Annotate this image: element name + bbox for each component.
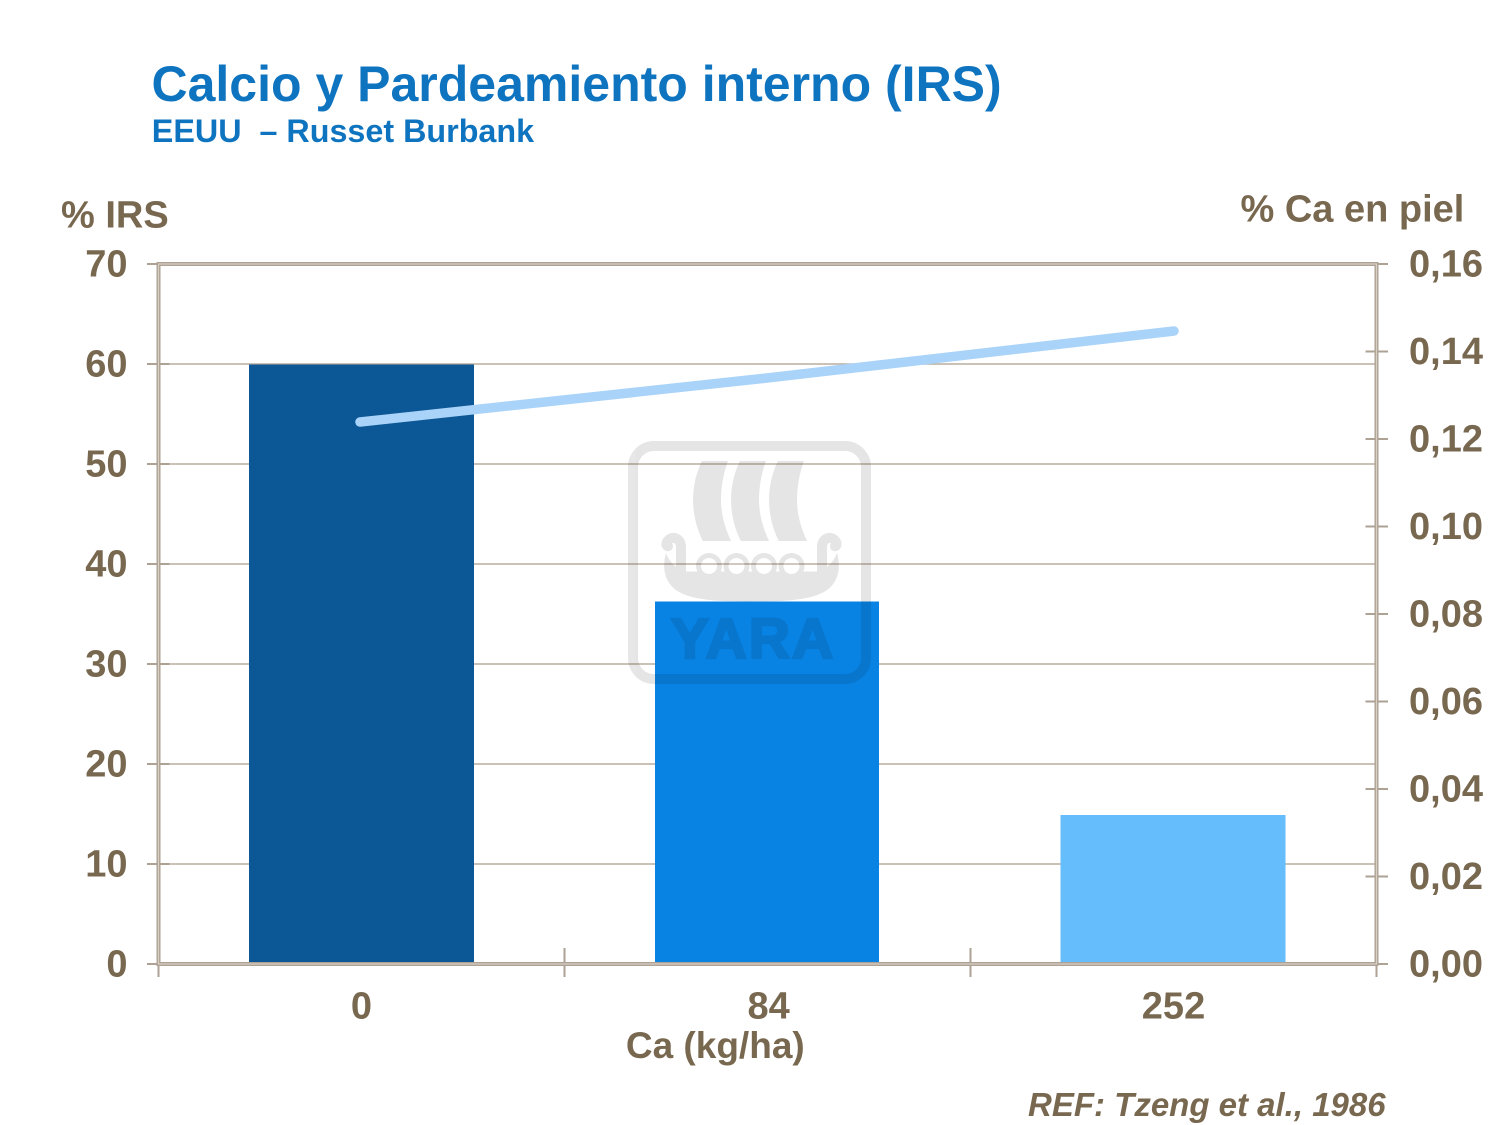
svg-text:REF: Tzeng et al., 1986: REF: Tzeng et al., 1986 bbox=[1028, 1086, 1386, 1123]
svg-text:0,08: 0,08 bbox=[1409, 594, 1483, 636]
svg-text:YARA: YARA bbox=[671, 607, 835, 671]
svg-text:0: 0 bbox=[351, 986, 372, 1028]
svg-text:252: 252 bbox=[1142, 986, 1205, 1028]
svg-text:0,16: 0,16 bbox=[1409, 244, 1483, 286]
svg-text:EEUU – Russet Burbank: EEUU – Russet Burbank bbox=[152, 113, 534, 149]
svg-text:30: 30 bbox=[85, 644, 127, 686]
svg-text:Calcio y Pardeamiento interno: Calcio y Pardeamiento interno (IRS) bbox=[152, 56, 1002, 112]
svg-text:40: 40 bbox=[85, 544, 127, 586]
svg-text:10: 10 bbox=[85, 844, 127, 886]
svg-text:0: 0 bbox=[106, 944, 127, 986]
svg-text:84: 84 bbox=[748, 986, 790, 1028]
svg-text:20: 20 bbox=[85, 744, 127, 786]
svg-text:0,02: 0,02 bbox=[1409, 856, 1483, 898]
svg-text:% Ca en piel: % Ca en piel bbox=[1241, 189, 1465, 231]
svg-text:0,04: 0,04 bbox=[1409, 769, 1483, 811]
svg-text:Ca (kg/ha): Ca (kg/ha) bbox=[626, 1025, 805, 1066]
svg-text:% IRS: % IRS bbox=[61, 195, 169, 237]
svg-text:0,14: 0,14 bbox=[1409, 331, 1483, 373]
svg-text:0,10: 0,10 bbox=[1409, 506, 1483, 548]
svg-text:0,06: 0,06 bbox=[1409, 681, 1483, 723]
svg-text:50: 50 bbox=[85, 444, 127, 486]
svg-text:60: 60 bbox=[85, 344, 127, 386]
svg-text:0,12: 0,12 bbox=[1409, 419, 1483, 461]
svg-text:0,00: 0,00 bbox=[1409, 944, 1483, 986]
svg-text:70: 70 bbox=[85, 244, 127, 286]
